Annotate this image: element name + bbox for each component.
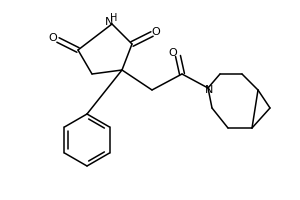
Text: O: O bbox=[49, 33, 57, 43]
Text: O: O bbox=[169, 48, 177, 58]
Text: O: O bbox=[152, 27, 160, 37]
Text: N: N bbox=[205, 85, 213, 95]
Text: N: N bbox=[105, 17, 113, 27]
Text: H: H bbox=[110, 13, 118, 23]
